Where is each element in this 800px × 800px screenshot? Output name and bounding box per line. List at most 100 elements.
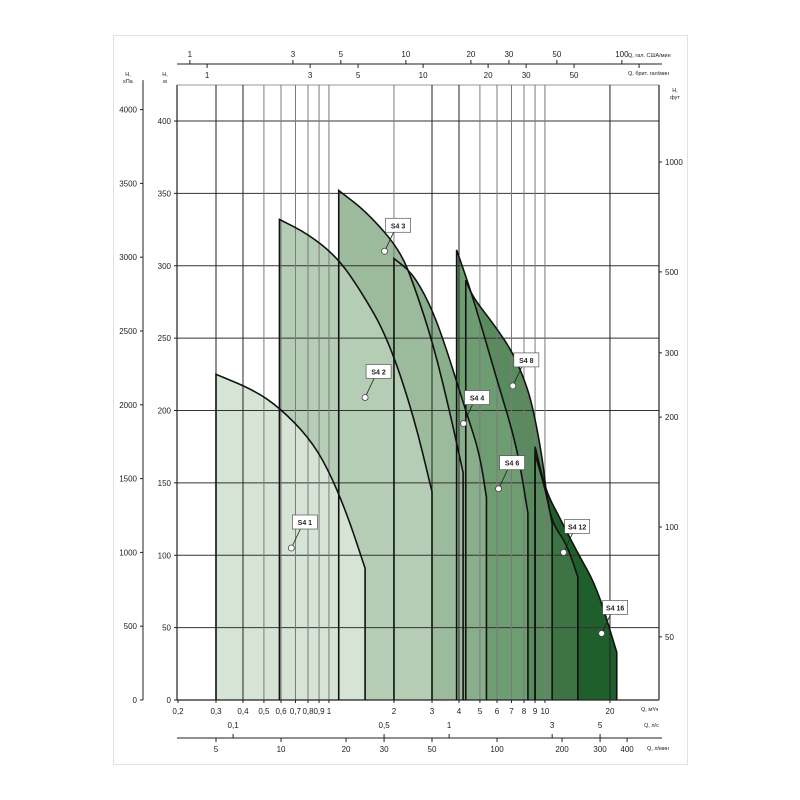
ls-tick-label: 3 [550,721,555,730]
series-curve-s42 [278,218,433,700]
lmin-tick-label: 5 [214,745,219,754]
us-gpm-tick-label: 3 [291,50,296,59]
lmin-tick-label: 30 [380,745,389,754]
series-marker [495,485,502,493]
lmin-tick-label: 300 [593,745,607,754]
ft-axis-unit: фут [670,95,680,101]
x-tick-label: 9 [533,707,538,716]
callout-leader [512,366,523,387]
kpa-tick-label: 2500 [119,327,137,336]
series-label-box [564,519,590,534]
series-marker [509,382,517,390]
callout-leader [291,528,301,549]
ft-tick-label: 200 [665,413,679,422]
x-tick-label: 7 [509,707,514,716]
series-area-s41 [216,374,366,700]
kpa-tick-label: 3500 [119,179,137,188]
series-curve-s43 [337,188,464,700]
series-label: S4 3 [391,223,406,230]
x-tick-label: 0,8 [302,707,314,716]
x-tick-label: 1 [327,707,332,716]
lmin-tick-label: 200 [555,745,569,754]
series-marker [560,548,567,556]
us-gpm-tick-label: 5 [339,50,344,59]
kpa-tick-label: 500 [124,622,138,631]
series-curve-s41 [215,373,366,700]
series-label-box [464,390,490,405]
x-tick-label: 3 [430,707,435,716]
x-tick-label: 6 [495,707,500,716]
ft-tick-label: 500 [665,268,679,277]
series-marker [598,630,606,637]
y-tick-label: 350 [158,189,172,198]
series-label: S4 12 [568,524,586,531]
y-axis-title-m: H, [162,72,168,78]
chart-frame [113,35,688,765]
series-marker [287,544,295,552]
kpa-tick-label: 4000 [119,106,137,115]
ft-tick-label: 100 [665,523,679,532]
series-label: S4 4 [470,396,485,403]
y-tick-label: 100 [158,551,172,560]
ls-tick-label: 0,5 [379,721,391,730]
series-label-box [499,455,525,471]
ls-tick-label: 1 [447,721,452,730]
kpa-axis-unit: кПа [123,79,133,85]
uk-gpm-tick-label: 20 [484,71,493,80]
kpa-axis-title: H, [125,72,131,78]
callout-leader [563,533,573,553]
kpa-tick-label: 3000 [119,253,137,262]
uk-gpm-tick-label: 30 [522,71,531,80]
uk-gpm-tick-label: 50 [570,71,579,80]
x-tick-label: 8 [522,707,527,716]
y-tick-label: 0 [167,696,172,705]
callout-leader [601,614,611,634]
series-marker [381,247,389,255]
kpa-tick-label: 1000 [119,548,137,557]
x-axis-title: Q, м³/ч [641,707,658,713]
ls-tick-label: 0,1 [228,721,240,730]
us-gpm-tick-label: 30 [504,50,513,59]
us-gpm-tick-label: 1 [188,50,193,59]
kpa-tick-label: 2000 [119,401,137,410]
x-tick-label: 4 [457,707,462,716]
series-label: S4 2 [371,369,386,376]
y-tick-label: 400 [158,117,172,126]
lmin-axis-title: Q, л/мин [647,746,669,752]
series-label: S4 1 [298,520,313,527]
series-label-box [292,514,318,530]
x-tick-label: 0,7 [290,707,302,716]
series-label: S4 6 [505,461,520,468]
y-tick-label: 250 [158,334,172,343]
x-tick-label: 0,4 [237,707,249,716]
lmin-tick-label: 50 [428,745,437,754]
uk-gpm-tick-label: 3 [308,71,313,80]
x-tick-label: 0,5 [258,707,270,716]
x-tick-label: 0,3 [210,707,222,716]
callout-leader [364,378,375,398]
series-label: S4 8 [519,358,534,365]
ls-axis-title: Q, л/с [644,723,659,729]
y-axis-unit-m: м [163,79,167,85]
series-marker [361,394,369,401]
y-tick-label: 50 [162,624,171,633]
x-tick-label: 2 [392,707,397,716]
series-label-box [365,364,392,379]
kpa-tick-label: 0 [133,696,138,705]
series-label-box [513,352,540,368]
us-gpm-axis-title: Q, гал. США/мин [628,53,671,59]
series-curve-s416 [534,446,618,700]
x-tick-label: 0,6 [275,707,287,716]
x-tick-label: 5 [478,707,483,716]
uk-gpm-tick-label: 1 [205,71,210,80]
series-label: S4 16 [606,605,624,612]
x-tick-label: 0,9 [313,707,325,716]
y-tick-label: 300 [158,262,172,271]
ft-tick-label: 300 [665,349,679,358]
callout-leader [384,232,394,252]
uk-gpm-tick-label: 5 [356,71,361,80]
ls-tick-label: 5 [598,721,603,730]
us-gpm-tick-label: 50 [552,50,561,59]
x-tick-label: 20 [606,707,615,716]
